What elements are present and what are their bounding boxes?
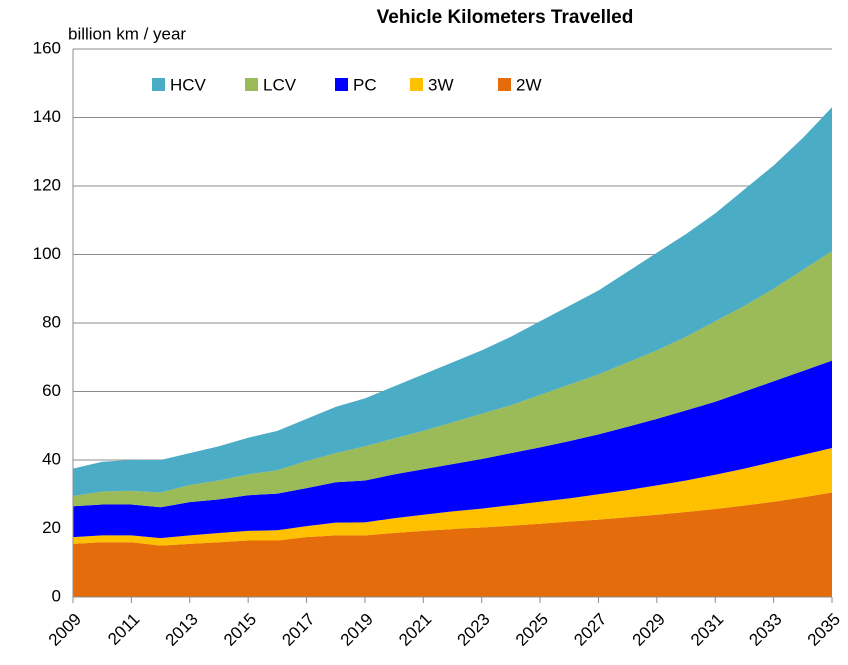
legend-label: LCV [263,75,297,94]
x-tick-label: 2013 [162,610,202,650]
chart-title: Vehicle Kilometers Travelled [377,7,634,28]
y-tick-label: 60 [42,381,61,400]
x-tick-label: 2017 [278,610,318,650]
legend-label: HCV [170,75,207,94]
y-tick-label: 160 [33,38,61,57]
y-tick-label: 0 [52,586,61,605]
x-tick-label: 2023 [454,610,494,650]
y-tick-label: 80 [42,312,61,331]
x-tick-label: 2029 [629,610,669,650]
area [73,251,832,508]
legend-label: 3W [428,75,454,94]
area [73,360,832,539]
area [73,492,832,597]
y-tick-label: 120 [33,175,61,194]
legend-swatch [152,78,165,91]
x-tick-label: 2011 [104,610,143,649]
y-tick-label: 20 [42,518,61,537]
legend-label: PC [353,75,377,94]
x-tick-label: 2033 [745,610,785,650]
x-tick-label: 2009 [45,610,85,650]
x-tick-label: 2025 [512,610,552,650]
x-tick-label: 2027 [570,610,610,650]
y-axis-label: billion km / year [68,24,186,43]
legend-swatch [245,78,258,91]
legend-swatch [335,78,348,91]
area [73,448,832,546]
x-tick-label: 2031 [687,610,727,650]
x-tick-label: 2035 [804,610,844,650]
area [73,107,832,496]
legend-swatch [498,78,511,91]
legend-swatch [410,78,423,91]
y-tick-label: 140 [33,107,61,126]
x-tick-label: 2021 [395,610,435,650]
legend-label: 2W [516,75,542,94]
x-tick-label: 2019 [337,610,377,650]
y-tick-label: 40 [42,449,61,468]
y-tick-label: 100 [33,244,61,263]
x-tick-label: 2015 [220,610,260,650]
